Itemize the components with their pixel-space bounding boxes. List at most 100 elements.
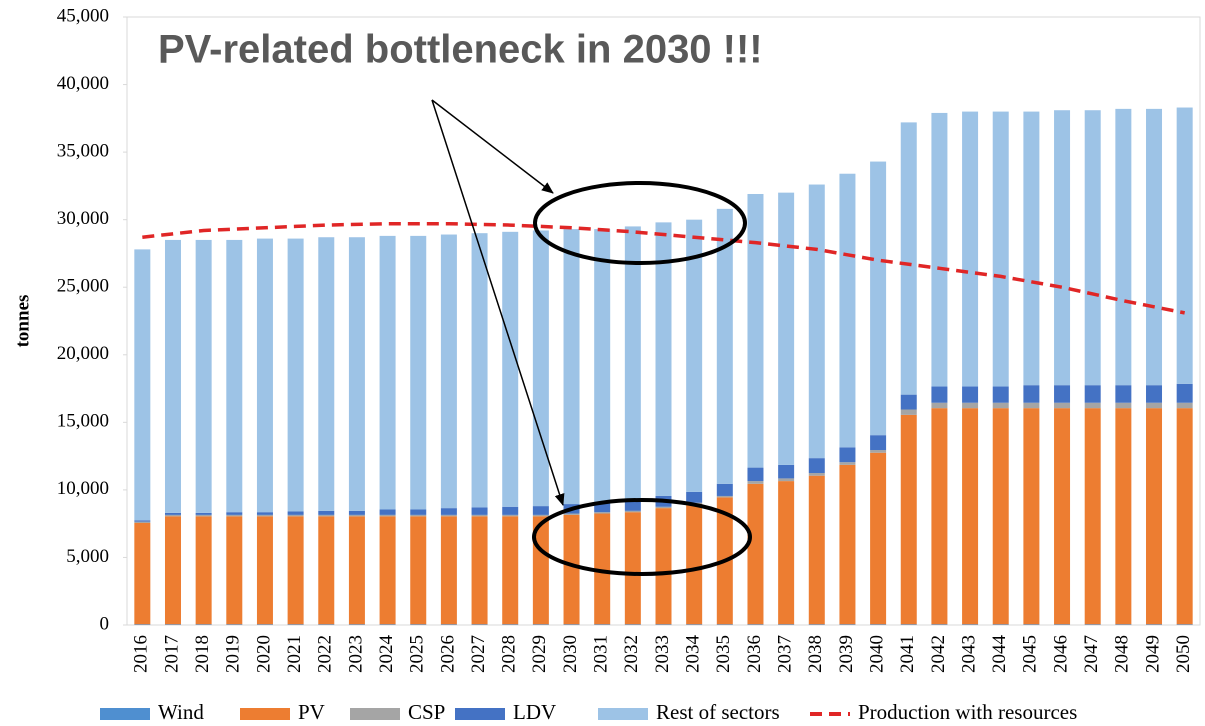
bar-segment [563, 229, 580, 505]
bar-segment [318, 237, 335, 511]
x-tick-label: 2026 [437, 635, 458, 673]
x-tick-label: 2025 [407, 635, 428, 673]
bar-segment [164, 239, 181, 513]
bar-segment [1084, 110, 1101, 386]
bar-segment [318, 516, 335, 625]
bar-segment [747, 483, 764, 625]
bar-segment [502, 516, 519, 625]
bar-segment [502, 506, 519, 515]
bar-segment [686, 504, 703, 625]
bar-segment [1115, 108, 1132, 386]
bar-segment [379, 235, 396, 510]
bar-segment [532, 624, 549, 625]
bar-segment [900, 414, 917, 625]
bar-segment [778, 478, 795, 482]
x-tick-label: 2028 [499, 635, 520, 673]
bar-segment [1023, 624, 1040, 625]
bar-segment [931, 386, 948, 403]
x-tick-label: 2049 [1142, 635, 1163, 673]
x-tick-label: 2019 [223, 635, 244, 673]
legend-label: Rest of sectors [656, 700, 780, 724]
bar-segment [808, 624, 825, 625]
bar-segment [747, 467, 764, 482]
bar-segment [624, 624, 641, 625]
bar-segment [1146, 402, 1163, 409]
bar-segment [532, 514, 549, 517]
legend-label: PV [298, 700, 325, 724]
bar-segment [440, 234, 457, 509]
bar-segment [1084, 402, 1101, 409]
bar-segment [134, 624, 151, 625]
bar-segment [747, 481, 764, 484]
bar-segment [839, 173, 856, 448]
bar-segment [686, 491, 703, 503]
bar-segment [1146, 624, 1163, 625]
bar-segment [256, 514, 273, 517]
bar-segment [195, 516, 212, 625]
bar-segment [1084, 385, 1101, 403]
bar-segment [747, 624, 764, 625]
bar-segment [440, 516, 457, 625]
bar-segment [348, 237, 365, 511]
bar-segment [256, 238, 273, 513]
bar-segment [716, 208, 733, 484]
y-tick-label: 0 [100, 613, 110, 634]
bar-segment [1176, 402, 1193, 409]
bar-segment [1146, 408, 1163, 625]
legend-swatch [240, 708, 290, 720]
bar-segment [502, 514, 519, 517]
bar-segment [440, 508, 457, 515]
y-axis-label: tonnes [12, 295, 33, 348]
x-tick-label: 2036 [744, 635, 765, 673]
bar-segment [226, 514, 243, 517]
x-tick-label: 2048 [1112, 635, 1133, 673]
x-tick-label: 2039 [836, 635, 857, 673]
bar-segment [931, 408, 948, 625]
bar-segment [839, 464, 856, 625]
bar-segment [410, 509, 427, 515]
x-tick-label: 2027 [468, 635, 489, 673]
bar-segment [747, 193, 764, 468]
bar-segment [1054, 402, 1071, 409]
bar-segment [655, 508, 672, 625]
bar-segment [594, 624, 611, 625]
bar-segment [839, 462, 856, 465]
bar-segment [226, 516, 243, 625]
bar-segment [778, 192, 795, 465]
bar-segment [1115, 385, 1132, 403]
bar-segment [962, 408, 979, 625]
bar-segment [195, 514, 212, 517]
bar-segment [502, 231, 519, 507]
bar-segment [134, 522, 151, 625]
bar-segment [655, 222, 672, 496]
y-tick-label: 20,000 [57, 343, 109, 364]
bar-segment [1176, 408, 1193, 625]
x-tick-label: 2044 [989, 634, 1010, 673]
bar-segment [900, 624, 917, 625]
y-tick-label: 15,000 [57, 411, 109, 432]
bar-segment [502, 624, 519, 625]
bar-segment [164, 512, 181, 515]
bar-segment [655, 506, 672, 509]
bar-segment [471, 516, 488, 625]
bar-segment [134, 520, 151, 522]
bar-segment [440, 624, 457, 625]
bar-segment [532, 506, 549, 515]
bar-segment [624, 510, 641, 513]
x-tick-label: 2034 [683, 635, 704, 674]
x-tick-label: 2032 [621, 635, 642, 673]
bar-segment [318, 624, 335, 625]
bar-segment [134, 249, 151, 521]
x-tick-label: 2033 [652, 635, 673, 673]
bar-segment [655, 624, 672, 625]
legend-swatch [598, 708, 648, 720]
bar-segment [931, 112, 948, 387]
x-tick-label: 2018 [192, 635, 213, 673]
y-tick-label: 25,000 [57, 276, 109, 297]
bar-segment [1146, 108, 1163, 386]
bar-segment [287, 511, 304, 515]
bar-segment [1023, 111, 1040, 386]
bar-segment [1115, 624, 1132, 625]
legend-label: Production with resources [858, 700, 1077, 724]
